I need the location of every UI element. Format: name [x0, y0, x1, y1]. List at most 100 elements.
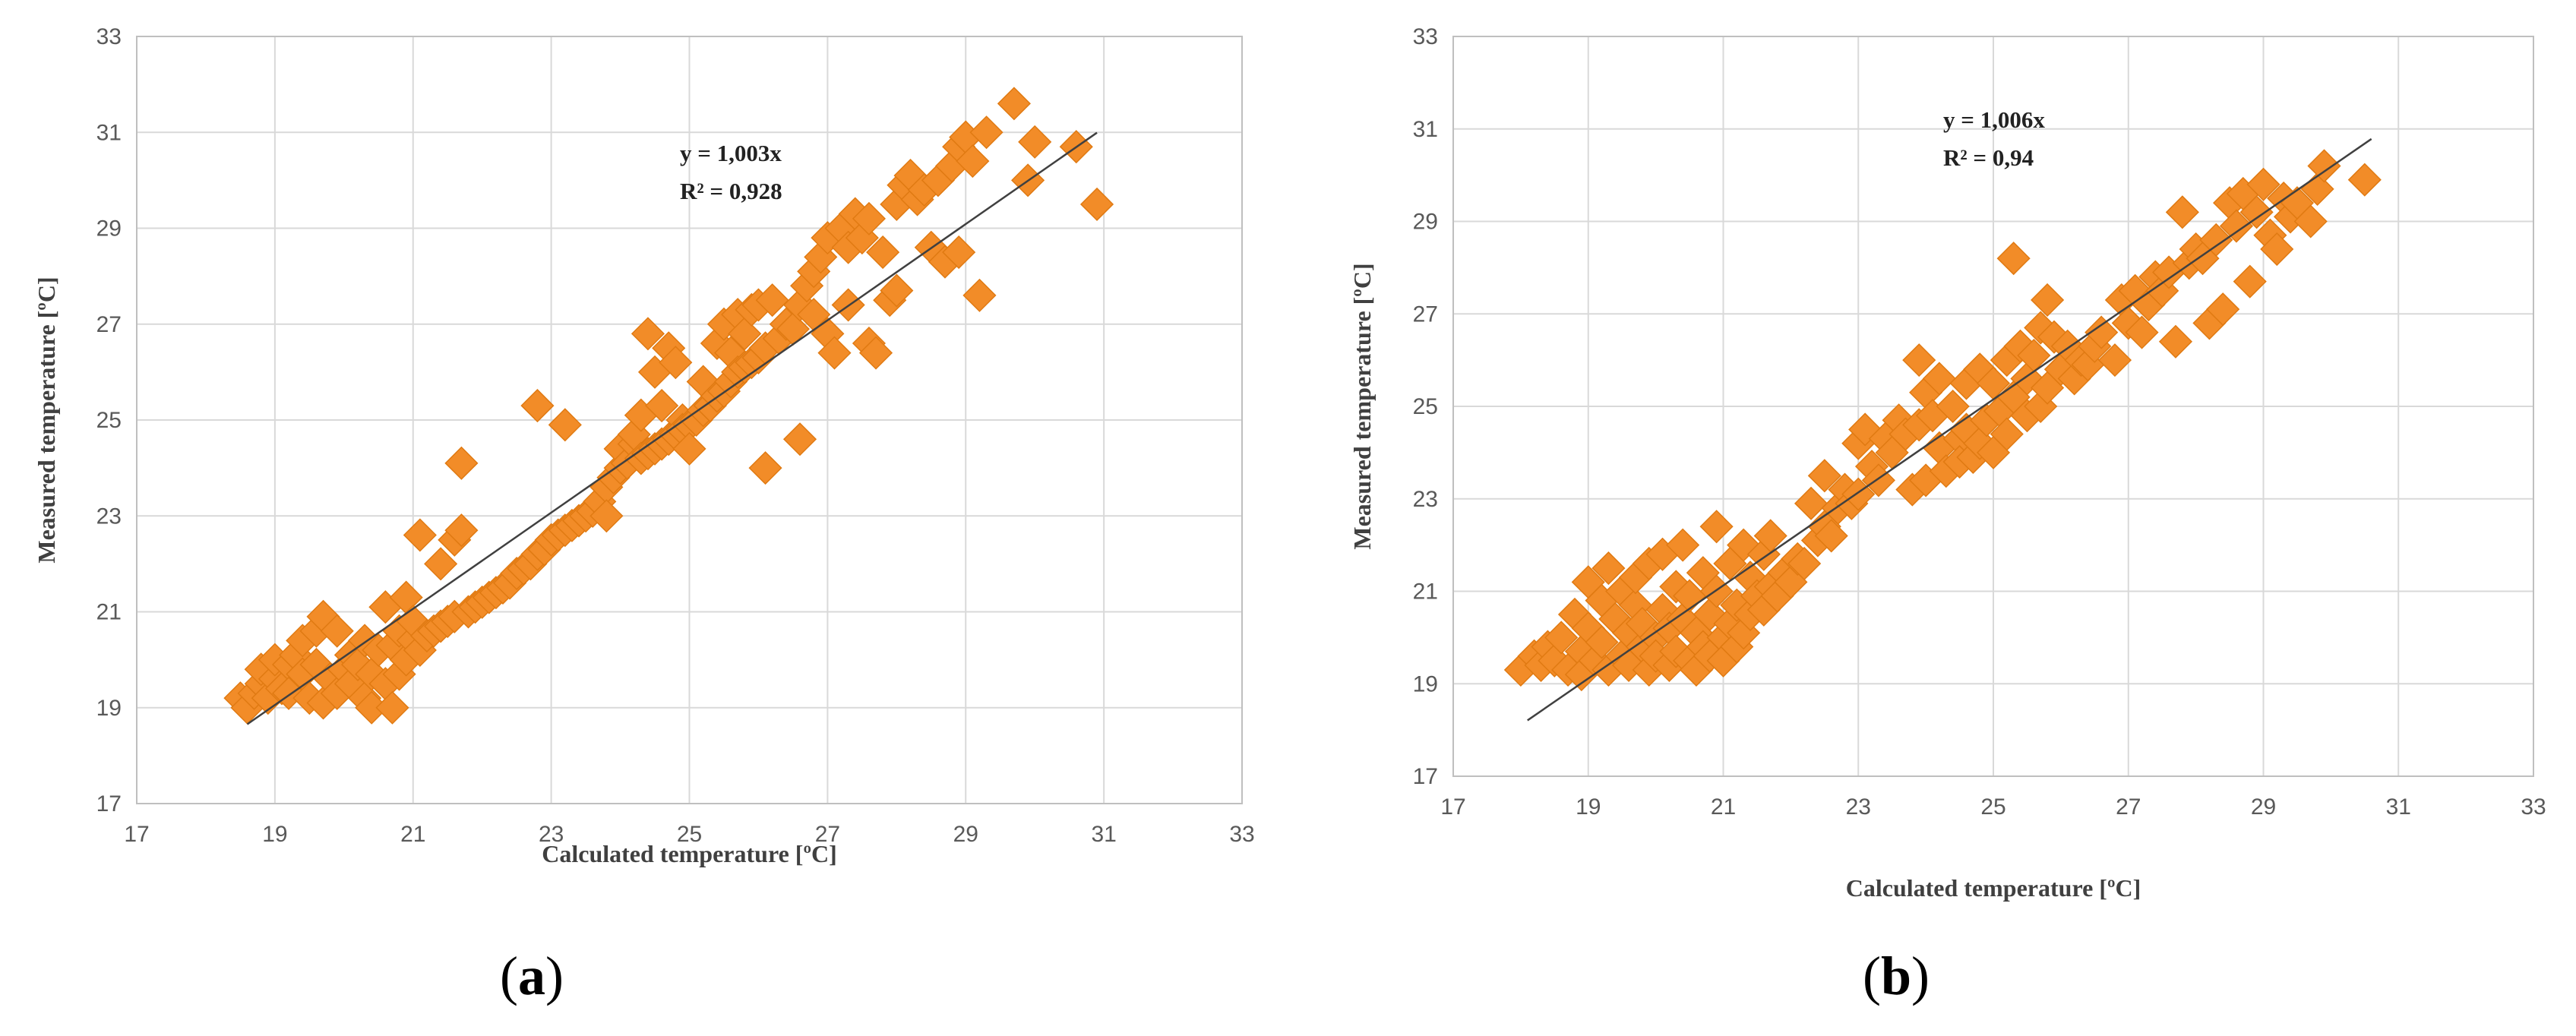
plot-area	[1452, 36, 2534, 777]
data-point	[355, 657, 389, 691]
chart-panel-a: 17 19 21 23 25 27 29 31 33 17 19 21 23 25 27 29 31 33 y = …	[33, 24, 1255, 1006]
data-point	[852, 201, 887, 235]
x-tick-label: 23	[1846, 794, 1871, 820]
scatter-chart-b: 17 19 21 23 25 27 29 31 33 17 19 21 23 25 27 29 31 33 y = …	[1348, 24, 2546, 902]
data-point	[1841, 477, 1876, 511]
trendline	[246, 131, 1098, 725]
y-tick-label: 33	[1413, 24, 1438, 49]
data-point	[866, 235, 900, 270]
x-tick-label: 21	[1711, 794, 1736, 820]
data-point	[1666, 528, 1700, 562]
data-point	[2246, 167, 2280, 201]
data-point	[2307, 149, 2341, 183]
trendline-r2: R² = 0,928	[680, 178, 782, 204]
x-tick-label: 23	[539, 822, 564, 847]
data-point	[2347, 163, 2382, 197]
x-axis-title: Calculated temperature [ºC]	[1846, 874, 2141, 902]
y-tick-label: 31	[96, 120, 122, 145]
data-point	[782, 422, 817, 456]
data-point	[659, 346, 693, 380]
data-point	[2125, 315, 2159, 349]
data-point	[1585, 625, 1619, 659]
data-point	[444, 446, 479, 480]
data-points	[1503, 149, 2382, 692]
data-point	[817, 336, 852, 370]
data-point	[2037, 320, 2072, 354]
trendline-r2: R² = 0,94	[1943, 144, 2034, 171]
x-tick-label: 31	[2386, 794, 2411, 820]
data-point	[1591, 551, 1626, 586]
data-point	[1079, 187, 1114, 221]
panel-label-b: (b)	[1862, 946, 1930, 1006]
data-point	[880, 273, 914, 308]
data-point	[1902, 343, 1936, 377]
data-point	[969, 115, 1004, 150]
data-point	[2260, 232, 2294, 267]
y-axis-title: Measured temperature [ºC]	[33, 276, 60, 563]
data-point	[1544, 621, 1579, 655]
data-point	[1814, 519, 1848, 553]
data-points	[223, 87, 1114, 725]
data-point	[2085, 315, 2119, 349]
y-tick-label: 31	[1413, 117, 1438, 142]
data-point	[424, 547, 458, 581]
tick-labels: 17 19 21 23 25 27 29 31 33 17 19 21 23 25 27 29 31 33	[1413, 24, 2546, 820]
data-point	[2239, 195, 2274, 229]
tick-labels: 17 19 21 23 25 27 29 31 33 17 19 21 23 25 27 29 31 33	[96, 24, 1255, 847]
data-point	[375, 690, 409, 725]
y-tick-label: 17	[96, 791, 122, 816]
data-point	[340, 647, 375, 681]
data-point	[520, 389, 555, 423]
data-point	[748, 451, 782, 485]
data-point	[2031, 283, 2065, 317]
x-tick-label: 29	[953, 822, 978, 847]
y-tick-label: 27	[1413, 302, 1438, 327]
data-point	[1787, 546, 1822, 581]
x-tick-label: 19	[262, 822, 287, 847]
y-tick-label: 23	[96, 504, 122, 529]
y-tick-label: 23	[1413, 487, 1438, 512]
plot-area	[136, 36, 1243, 804]
y-tick-label: 19	[96, 696, 122, 721]
x-tick-label: 25	[1980, 794, 2005, 820]
y-tick-label: 25	[96, 408, 122, 433]
data-point	[2071, 348, 2105, 382]
y-tick-label: 19	[1413, 671, 1438, 696]
x-tick-label: 17	[1440, 794, 1465, 820]
data-point	[631, 317, 665, 351]
trendline	[1527, 137, 2372, 722]
data-point	[1018, 125, 1052, 159]
data-point	[444, 513, 479, 548]
x-tick-label: 25	[677, 822, 702, 847]
trendline-equation: y = 1,003x	[680, 140, 782, 166]
x-axis-title: Calculated temperature [ºC]	[542, 840, 837, 867]
data-point	[997, 87, 1031, 121]
data-point	[1996, 242, 2031, 276]
x-tick-label: 33	[1229, 822, 1254, 847]
data-point	[1807, 459, 1841, 493]
x-tick-label: 29	[2251, 794, 2276, 820]
data-point	[2010, 362, 2044, 396]
y-tick-label: 17	[1413, 764, 1438, 789]
data-point	[1794, 486, 1828, 520]
data-point	[956, 144, 990, 178]
data-point	[2206, 292, 2240, 327]
data-point	[320, 614, 354, 648]
y-tick-label: 21	[96, 600, 122, 625]
data-point	[2199, 223, 2233, 257]
data-point	[645, 389, 679, 423]
x-tick-label: 27	[2116, 794, 2141, 820]
data-point	[942, 235, 976, 270]
data-point	[2097, 343, 2132, 377]
data-point	[2233, 264, 2267, 298]
data-point	[1990, 417, 2024, 451]
data-point	[1922, 362, 1956, 396]
data-point	[962, 278, 997, 312]
y-tick-label: 27	[96, 312, 122, 337]
data-point	[1673, 579, 1707, 613]
data-point	[1699, 510, 1734, 544]
data-point	[858, 336, 893, 370]
data-point	[728, 317, 762, 351]
data-point	[2293, 204, 2328, 238]
data-point	[1659, 634, 1693, 668]
